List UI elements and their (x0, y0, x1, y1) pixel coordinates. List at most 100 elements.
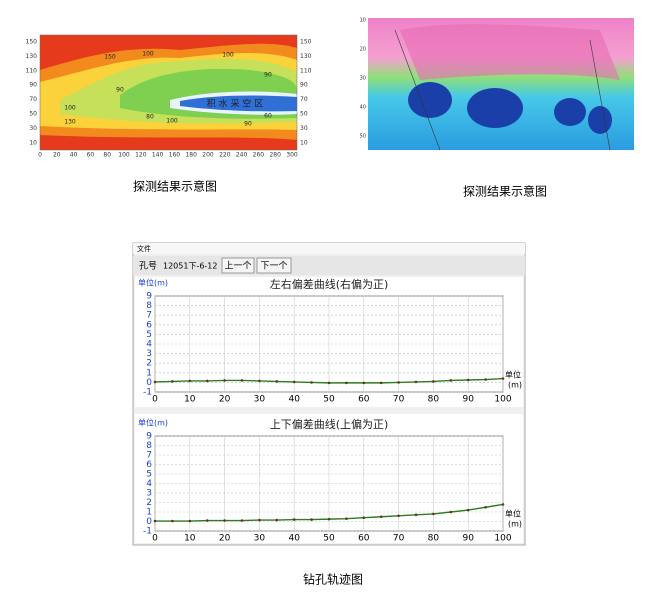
y-axis-label: 单位(m) (138, 418, 168, 428)
x-tick-label: 70 (393, 534, 405, 544)
x-axis-label: 单位 (505, 509, 521, 519)
map-x-label: 120 (135, 152, 147, 159)
map-y-label: 130 (300, 53, 312, 60)
y-tick-label: 0 (146, 517, 152, 527)
y-tick-label: 2 (146, 359, 152, 369)
data-point (258, 518, 261, 522)
map-x-label: 220 (219, 152, 231, 159)
x-tick-label: 80 (428, 534, 440, 544)
map-y-label: 90 (300, 82, 308, 89)
x-tick-label: 50 (323, 395, 335, 405)
map-y-label: 10 (360, 18, 366, 24)
figure-caption: 钻孔轨迹图 (303, 572, 363, 587)
data-point (362, 381, 366, 385)
y-tick-label: 5 (146, 330, 152, 340)
next-button[interactable] (256, 257, 292, 274)
data-point (414, 513, 418, 517)
contour-label: 90 (116, 87, 124, 94)
contour-label: 150 (104, 54, 116, 61)
map-x-label: 300 (286, 152, 298, 159)
y-tick-label: 6 (146, 320, 152, 330)
contour-label: 130 (64, 119, 76, 126)
map-y-label: 10 (29, 139, 37, 146)
x-axis-unit: (m) (508, 381, 522, 390)
map-x-label: 100 (118, 152, 130, 159)
data-point (414, 380, 418, 384)
x-axis-label: 单位 (505, 370, 521, 380)
y-tick-label: 7 (146, 451, 152, 461)
map-y-label: 30 (360, 76, 366, 82)
data-point (397, 381, 400, 384)
data-point (171, 380, 174, 383)
y-tick-label: -1 (143, 388, 152, 398)
y-tick-label: 7 (146, 311, 152, 321)
data-point (258, 379, 261, 383)
map-x-label: 0 (38, 152, 42, 159)
x-tick-label: 50 (323, 534, 335, 544)
map-y-label: 110 (26, 67, 38, 74)
data-point (449, 510, 453, 514)
map-x-label: 60 (87, 152, 95, 159)
x-tick-label: 40 (288, 534, 300, 544)
y-axis-label: 单位(m) (138, 278, 168, 288)
data-point (223, 519, 226, 522)
y-tick-label: 8 (146, 441, 152, 451)
data-point (223, 379, 226, 382)
x-tick-label: 60 (358, 534, 370, 544)
data-point (466, 508, 470, 512)
chart-title: 上下偏差曲线(上偏为正) (270, 417, 389, 431)
menu-item[interactable]: 文件 (137, 244, 151, 253)
contour-label: 90 (244, 121, 252, 128)
x-tick-label: 0 (152, 395, 158, 405)
contour-label: 90 (264, 72, 272, 79)
prev-button[interactable] (221, 257, 255, 274)
hole-id: 12051下-6-12 (163, 262, 218, 271)
map-y-label: 150 (300, 39, 312, 46)
y-tick-label: 3 (146, 349, 152, 359)
data-point (466, 378, 470, 382)
map-x-label: 160 (169, 152, 181, 159)
y-tick-label: -1 (143, 527, 152, 537)
data-point (484, 505, 487, 509)
data-point (397, 514, 400, 518)
x-tick-label: 90 (462, 534, 474, 544)
next-label[interactable]: 下一个 (260, 261, 287, 272)
data-point (240, 379, 244, 382)
map-y-label: 70 (29, 96, 37, 103)
map-y-label: 110 (300, 67, 312, 74)
map-x-label: 200 (202, 152, 214, 159)
y-tick-label: 5 (146, 470, 152, 480)
map-y-label: 50 (300, 111, 308, 118)
data-point (345, 517, 348, 520)
resistivity-map (368, 18, 634, 151)
hole-label: 孔号 (139, 261, 157, 272)
map-x-label: 140 (152, 152, 164, 159)
y-tick-label: 9 (146, 432, 152, 442)
x-tick-label: 60 (358, 395, 370, 405)
data-point (327, 517, 331, 521)
data-point (379, 515, 383, 519)
contour-label: 100 (166, 118, 178, 125)
prev-label[interactable]: 上一个 (224, 261, 251, 272)
data-point (379, 381, 383, 385)
data-point (205, 519, 209, 522)
area-label: 积 水 采 空 区 (207, 98, 263, 110)
x-tick-label: 30 (254, 534, 266, 544)
data-point (362, 516, 366, 519)
y-tick-label: 8 (146, 301, 152, 311)
map-x-label: 80 (103, 152, 111, 159)
data-point (205, 379, 209, 383)
map-y-label: 10 (300, 139, 308, 146)
data-point (292, 380, 296, 384)
y-tick-label: 1 (146, 368, 152, 378)
chart-title: 左右偏差曲线(右偏为正) (270, 277, 389, 291)
figure-caption: 探测结果示意图 (463, 184, 547, 199)
data-point (327, 381, 331, 385)
data-point (171, 519, 174, 523)
x-tick-label: 40 (288, 395, 300, 405)
y-tick-label: 4 (146, 340, 152, 350)
data-point (188, 379, 192, 383)
map-y-label: 20 (360, 47, 366, 53)
data-point (188, 519, 192, 523)
y-tick-label: 1 (146, 508, 152, 518)
